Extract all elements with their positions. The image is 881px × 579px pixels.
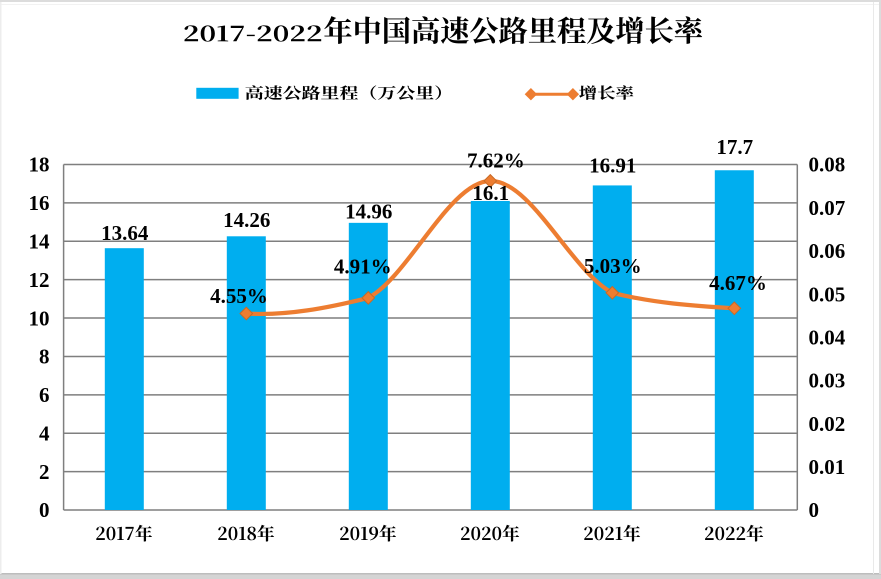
svg-text:4: 4 [39, 421, 50, 445]
svg-text:4.91%: 4.91% [334, 254, 392, 278]
svg-text:0.04: 0.04 [809, 325, 846, 349]
svg-text:0.02: 0.02 [809, 412, 846, 436]
svg-text:0.07: 0.07 [809, 196, 846, 220]
svg-text:7.62%: 7.62% [467, 148, 525, 172]
svg-text:0.08: 0.08 [809, 153, 846, 177]
svg-text:16.1: 16.1 [472, 181, 509, 205]
svg-text:4.55%: 4.55% [210, 284, 268, 308]
svg-text:16: 16 [29, 191, 50, 215]
svg-text:14.26: 14.26 [223, 208, 270, 232]
svg-text:0.05: 0.05 [809, 282, 846, 306]
svg-text:0.06: 0.06 [809, 239, 846, 263]
svg-text:0.01: 0.01 [809, 455, 846, 479]
svg-text:10: 10 [29, 306, 50, 330]
svg-text:0: 0 [809, 498, 820, 522]
svg-text:14: 14 [29, 230, 51, 254]
svg-text:0: 0 [39, 498, 50, 522]
svg-text:4.67%: 4.67% [709, 271, 767, 295]
svg-text:0.03: 0.03 [809, 369, 846, 393]
svg-text:2: 2 [39, 460, 50, 484]
svg-text:8: 8 [39, 345, 50, 369]
svg-text:13.64: 13.64 [101, 221, 149, 245]
svg-text:17.7: 17.7 [716, 135, 753, 159]
svg-text:12: 12 [29, 268, 50, 292]
svg-text:16.91: 16.91 [589, 154, 636, 178]
svg-text:5.03%: 5.03% [584, 254, 642, 278]
svg-text:14.96: 14.96 [345, 200, 392, 224]
svg-text:18: 18 [29, 153, 50, 177]
svg-text:6: 6 [39, 383, 50, 407]
